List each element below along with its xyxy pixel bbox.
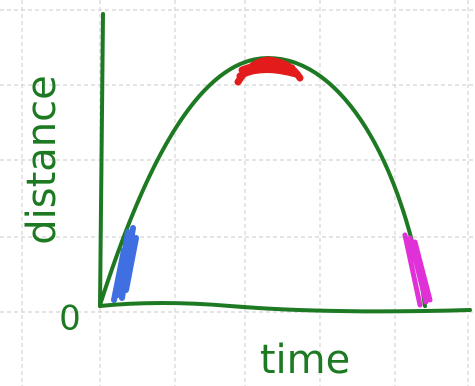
end-highlight — [405, 235, 430, 305]
y-axis-label: distance — [19, 75, 65, 245]
origin-label: 0 — [59, 299, 81, 339]
x-axis — [100, 303, 470, 311]
curve — [100, 58, 425, 306]
start-highlight — [114, 228, 136, 300]
x-axis-label: time — [260, 337, 350, 383]
page: distance time 0 (() => { const data = JS… — [0, 0, 475, 386]
sketch: distance time 0 — [0, 0, 475, 386]
